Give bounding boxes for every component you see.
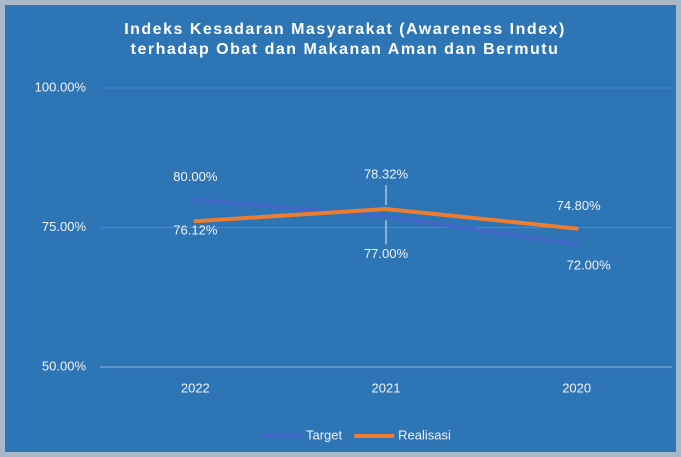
data-label: 76.12% [173,223,218,238]
legend-label: Target [306,427,343,442]
series-line [193,206,579,231]
chart-title: Indeks Kesadaran Masyarakat (Awareness I… [124,21,566,38]
x-tick-label: 2022 [181,380,210,395]
y-tick-label: 75.00% [42,219,87,234]
data-label: 74.80% [557,198,602,213]
series-line [193,197,579,247]
y-tick-label: 50.00% [42,358,87,373]
data-label: 72.00% [567,258,612,273]
chart-title: terhadap Obat dan Makanan Aman dan Bermu… [131,41,560,58]
data-label: 77.00% [364,246,409,261]
x-tick-label: 2020 [562,380,591,395]
data-label: 78.32% [364,166,409,181]
y-tick-label: 100.00% [35,79,87,94]
legend-label: Realisasi [398,427,451,442]
x-tick-label: 2021 [372,380,401,395]
data-label: 80.00% [173,169,218,184]
